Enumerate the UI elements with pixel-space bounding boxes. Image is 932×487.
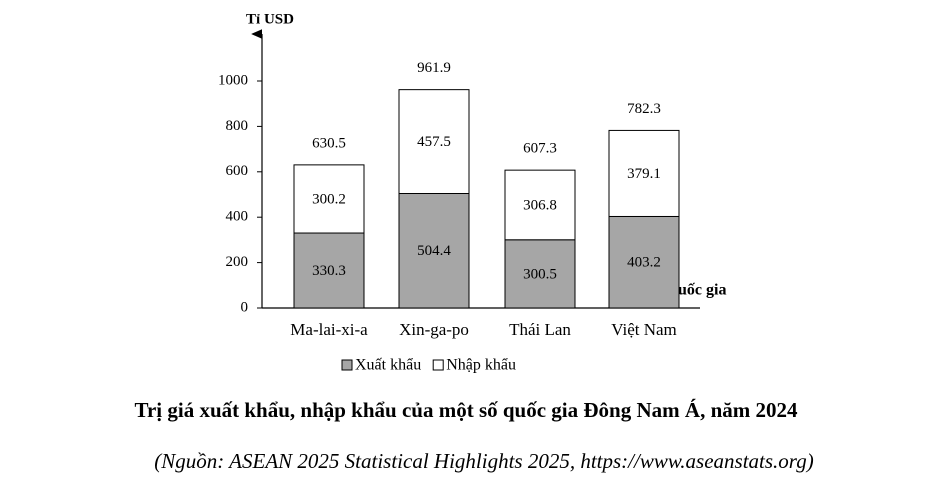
- x-tick-label: Xin-ga-po: [399, 320, 469, 339]
- legend-label: Nhập khẩu: [446, 357, 516, 374]
- total-label: 782.3: [627, 101, 661, 117]
- value-label: 300.5: [523, 266, 557, 282]
- y-tick-label: 0: [241, 299, 249, 315]
- y-tick-label: 200: [226, 254, 249, 270]
- x-tick-label: Ma-lai-xi-a: [290, 320, 368, 339]
- x-axis-label: Quốc gia: [666, 282, 727, 299]
- total-label: 630.5: [312, 135, 346, 151]
- value-label: 457.5: [417, 134, 451, 150]
- y-axis-label: Tỉ USD: [246, 11, 294, 27]
- x-tick-label: Thái Lan: [509, 320, 571, 339]
- legend-swatch: [432, 359, 444, 371]
- bar-segment: [608, 215, 680, 309]
- bar-segment: [398, 193, 470, 309]
- legend-label: Xuất khẩu: [355, 357, 421, 374]
- total-label: 961.9: [417, 60, 451, 76]
- value-label: 504.4: [417, 243, 451, 259]
- bar-segment: [504, 169, 576, 241]
- chart-title: Trị giá xuất khẩu, nhập khẩu của một số …: [135, 398, 798, 422]
- x-tick-label: Việt Nam: [611, 320, 677, 339]
- bar-segment: [608, 129, 680, 217]
- y-tick-label: 600: [226, 163, 249, 179]
- y-tick-label: 1000: [218, 72, 248, 88]
- y-tick-label: 400: [226, 209, 249, 225]
- bar-segment: [293, 164, 365, 234]
- value-label: 306.8: [523, 197, 557, 213]
- bar-segment: [504, 239, 576, 309]
- total-label: 607.3: [523, 141, 557, 157]
- legend-swatch: [341, 359, 353, 371]
- value-label: 379.1: [627, 166, 661, 182]
- source: (Nguồn: ASEAN 2025 Statistical Highlight…: [154, 449, 813, 473]
- bar-segment: [398, 89, 470, 195]
- value-label: 330.3: [312, 263, 346, 279]
- value-label: 403.2: [627, 255, 661, 271]
- y-tick-label: 800: [226, 118, 249, 134]
- value-label: 300.2: [312, 191, 346, 207]
